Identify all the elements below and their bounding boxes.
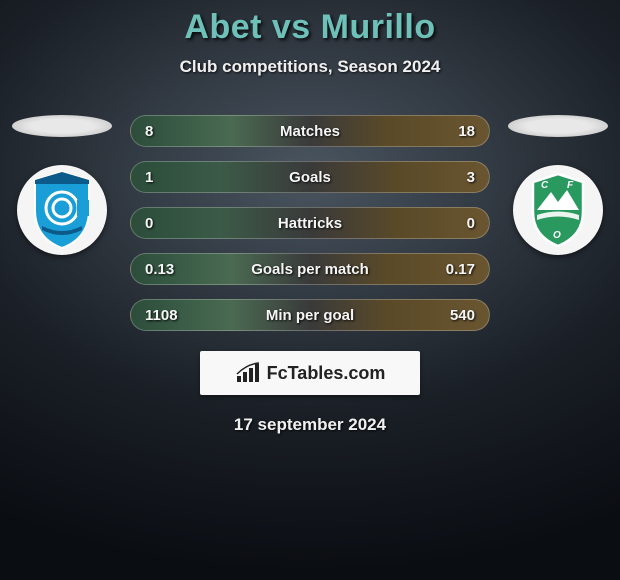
page-title: Abet vs Murillo — [0, 8, 620, 47]
stat-right-value: 3 — [435, 169, 475, 186]
stat-row-matches: 8 Matches 18 — [130, 115, 490, 147]
svg-text:C: C — [541, 180, 549, 191]
stat-left-value: 0 — [145, 215, 185, 232]
bar-chart-icon — [235, 362, 261, 384]
stat-left-value: 8 — [145, 123, 185, 140]
left-player-column — [12, 115, 112, 255]
stat-left-value: 1 — [145, 169, 185, 186]
branding-text: FcTables.com — [267, 363, 386, 384]
stat-right-value: 540 — [435, 307, 475, 324]
stat-label: Matches — [280, 123, 340, 140]
stat-right-value: 18 — [435, 123, 475, 140]
platform-ellipse-right — [508, 115, 608, 137]
shield-icon — [27, 170, 97, 250]
stat-right-value: 0.17 — [435, 261, 475, 278]
svg-text:F: F — [567, 180, 574, 191]
stat-left-value: 0.13 — [145, 261, 185, 278]
stats-column: 8 Matches 18 1 Goals 3 0 Hattricks 0 0.1… — [130, 115, 490, 331]
date-label: 17 september 2024 — [0, 415, 620, 435]
svg-text:O: O — [553, 230, 561, 241]
stat-row-goals-per-match: 0.13 Goals per match 0.17 — [130, 253, 490, 285]
right-player-column: C F O — [508, 115, 608, 255]
stat-row-hattricks: 0 Hattricks 0 — [130, 207, 490, 239]
page-subtitle: Club competitions, Season 2024 — [0, 57, 620, 77]
comparison-row: 8 Matches 18 1 Goals 3 0 Hattricks 0 0.1… — [0, 115, 620, 331]
stat-row-goals: 1 Goals 3 — [130, 161, 490, 193]
platform-ellipse-left — [12, 115, 112, 137]
stat-left-value: 1108 — [145, 307, 185, 324]
stat-label: Goals — [289, 169, 331, 186]
comparison-card: Abet vs Murillo Club competitions, Seaso… — [0, 0, 620, 435]
stat-row-min-per-goal: 1108 Min per goal 540 — [130, 299, 490, 331]
club-badge-left — [17, 165, 107, 255]
shield-icon: C F O — [523, 170, 593, 250]
stat-label: Goals per match — [251, 261, 369, 278]
stat-label: Min per goal — [266, 307, 354, 324]
stat-label: Hattricks — [278, 215, 342, 232]
club-badge-right: C F O — [513, 165, 603, 255]
branding-box[interactable]: FcTables.com — [200, 351, 420, 395]
stat-right-value: 0 — [435, 215, 475, 232]
